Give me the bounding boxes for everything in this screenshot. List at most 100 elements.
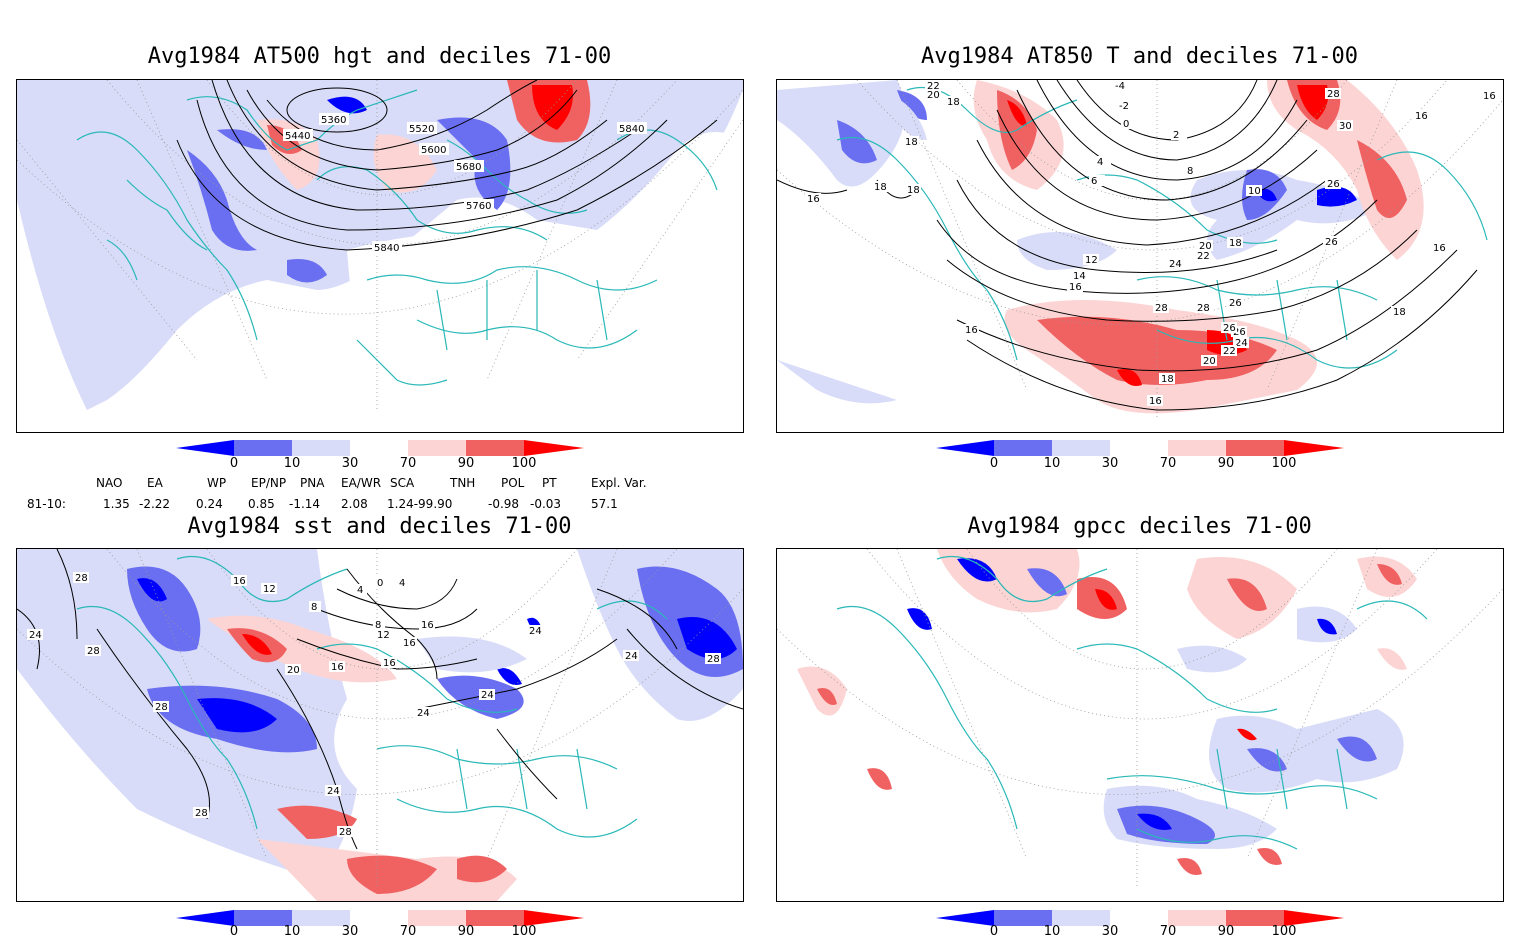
contour-label: 28 (1327, 89, 1340, 100)
contour-label: -2 (1119, 101, 1129, 112)
cbar-tick: 100 (511, 924, 537, 939)
contour-label: 18 (1229, 238, 1242, 249)
contour-label: 12 (377, 630, 390, 641)
index-header: EP/NP (251, 476, 287, 490)
contour-label: 10 (1248, 186, 1261, 197)
index-value: 1.24-99.90 (387, 497, 453, 511)
contour-label: 16 (383, 658, 396, 669)
contour-label: 24 (417, 708, 430, 719)
contour-label: 26 (1229, 298, 1242, 309)
cbar-seg (1226, 440, 1284, 456)
index-header: TNH (450, 476, 476, 490)
contour-label: 26 (1233, 327, 1246, 338)
cbar-seg (350, 910, 408, 926)
contour-label: 12 (1085, 255, 1098, 266)
cbar-seg (176, 910, 234, 926)
index-value: -0.98 (488, 497, 520, 511)
contour-label: 18 (874, 182, 887, 193)
contour-label: 5600 (421, 145, 446, 156)
map-sst-svg: 28 24 28 28 28 24 28 16 12 8 4 0 4 (17, 549, 743, 901)
contour-label: 16 (1483, 91, 1496, 102)
contour-label: 18 (907, 185, 920, 196)
contour-label: 5840 (619, 124, 644, 135)
contour-label: 16 (403, 638, 416, 649)
cbar-tick: 10 (1043, 456, 1061, 471)
contour-label: 26 (1327, 179, 1340, 190)
cbar-seg (936, 910, 994, 926)
index-header: SCA (390, 476, 415, 490)
contour-label: -4 (1115, 81, 1125, 92)
contour-label: 28 (155, 702, 168, 713)
contour-label: 16 (233, 576, 246, 587)
contour-label: 22 (927, 81, 940, 92)
contour-label: 18 (947, 97, 960, 108)
cbar-tick: 0 (989, 456, 999, 471)
contour-label: 14 (1073, 271, 1086, 282)
contour-label: 28 (707, 654, 720, 665)
map-z500-svg: 5360 5440 5520 5600 5680 5760 5840 5840 (17, 80, 743, 410)
panel-title-bl: Avg1984 sst and deciles 71-00 (187, 514, 572, 539)
contour-label: 18 (1393, 307, 1406, 318)
colorbar-tr (936, 440, 1346, 456)
contour-label: 24 (481, 690, 494, 701)
index-value: 0.85 (248, 497, 275, 511)
cbar-tick: 100 (511, 456, 537, 471)
cbar-tick: 0 (989, 924, 999, 939)
map-panel-gpcc (776, 548, 1504, 902)
index-value: 57.1 (591, 497, 618, 511)
contour-label: 4 (1097, 157, 1103, 168)
contour-label: 4 (357, 585, 363, 596)
contour-label: 24 (625, 651, 638, 662)
contour-label: 20 (287, 665, 300, 676)
cbar-tick: 90 (457, 456, 475, 471)
cbar-tick: 10 (1043, 924, 1061, 939)
cbar-seg (234, 910, 292, 926)
cbar-tick: 70 (1159, 924, 1177, 939)
index-header: EA/WR (341, 476, 382, 490)
cbar-seg (408, 440, 466, 456)
contour-label: 5760 (466, 201, 491, 212)
index-header: PT (542, 476, 557, 490)
contour-label: 6 (1091, 176, 1097, 187)
cbar-tick: 90 (1217, 924, 1235, 939)
contour-label: 0 (377, 578, 383, 589)
index-value: -2.22 (139, 497, 171, 511)
panel-title-br: Avg1984 gpcc deciles 71-00 (967, 514, 1312, 539)
contour-label: 26 (1325, 237, 1338, 248)
cbar-seg (408, 910, 466, 926)
cbar-tick: 70 (399, 456, 417, 471)
contour-label: 12 (263, 584, 276, 595)
contour-label: 16 (1433, 243, 1446, 254)
index-header: Expl. Var. (591, 476, 647, 490)
contour-label: 8 (375, 620, 381, 631)
index-value: -0.03 (530, 497, 562, 511)
cbar-tick: 100 (1271, 456, 1297, 471)
cbar-seg (1226, 910, 1284, 926)
cbar-tick: 0 (229, 456, 239, 471)
index-header: EA (147, 476, 163, 490)
cbar-seg (994, 910, 1052, 926)
contour-label: 2 (1173, 130, 1179, 141)
cbar-seg (1284, 910, 1344, 926)
contour-label: 30 (1339, 121, 1352, 132)
colorbar-tl-svg (176, 440, 584, 456)
contour-label: 4 (399, 578, 405, 589)
colorbar-br-svg (936, 910, 1344, 926)
index-header: NAO (96, 476, 123, 490)
contour-label: 5840 (374, 243, 399, 254)
cbar-seg (350, 440, 408, 456)
cbar-seg (176, 440, 234, 456)
map-panel-z500: 5360 5440 5520 5600 5680 5760 5840 5840 (16, 79, 744, 433)
contour-label: 28 (1155, 303, 1168, 314)
contour-label: 28 (75, 573, 88, 584)
index-header: WP (207, 476, 227, 490)
contour-label: 24 (529, 626, 542, 637)
cbar-tick: 100 (1271, 924, 1297, 939)
contour-label: 18 (905, 137, 918, 148)
cbar-seg (466, 440, 524, 456)
contour-label: 24 (1169, 259, 1182, 270)
index-value: 0.24 (196, 497, 223, 511)
cbar-seg (524, 440, 584, 456)
contour-label: 5360 (321, 115, 346, 126)
cbar-seg (292, 440, 350, 456)
